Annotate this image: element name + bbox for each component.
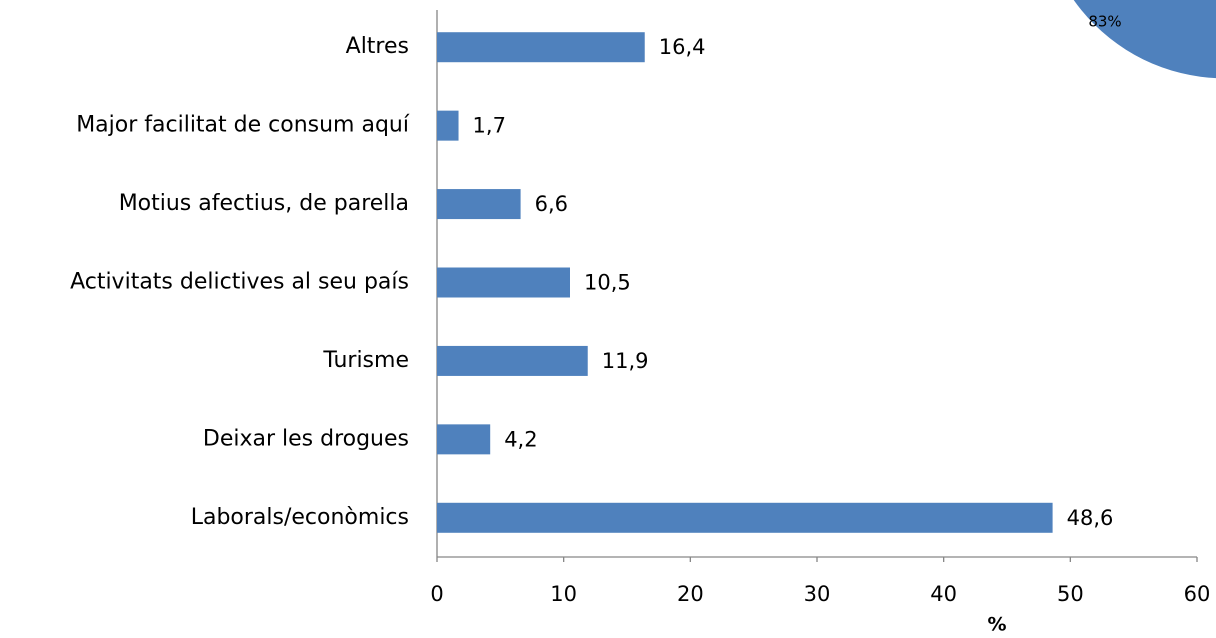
y-tick-label: Laborals/econòmics bbox=[191, 505, 409, 530]
x-axis-label: % bbox=[987, 614, 1006, 636]
data-label: 16,4 bbox=[659, 35, 706, 59]
data-label: 10,5 bbox=[584, 271, 631, 295]
x-tick-label: 10 bbox=[550, 582, 577, 606]
data-label: 11,9 bbox=[602, 349, 649, 373]
x-tick-label: 50 bbox=[1057, 582, 1084, 606]
x-tick-label: 0 bbox=[430, 582, 443, 606]
y-tick-label: Altres bbox=[346, 34, 409, 59]
x-tick-label: 40 bbox=[930, 582, 957, 606]
bar bbox=[437, 32, 645, 63]
x-tick-label: 60 bbox=[1184, 582, 1211, 606]
data-label: 48,6 bbox=[1067, 506, 1114, 530]
x-tick-label: 20 bbox=[677, 582, 704, 606]
y-tick-label: Major facilitat de consum aquí bbox=[76, 113, 410, 138]
bar bbox=[437, 189, 521, 220]
data-label: 4,2 bbox=[504, 427, 537, 451]
y-tick-label: Deixar les drogues bbox=[203, 426, 409, 451]
bar bbox=[437, 502, 1053, 533]
data-label: 6,6 bbox=[535, 192, 568, 216]
bar bbox=[437, 267, 570, 298]
bar bbox=[437, 424, 491, 455]
y-tick-label: Turisme bbox=[322, 348, 409, 373]
bar bbox=[437, 110, 459, 141]
x-tick-label: 30 bbox=[804, 582, 831, 606]
y-tick-label: Motius afectius, de parella bbox=[119, 191, 409, 216]
data-label: 1,7 bbox=[473, 114, 506, 138]
pie-label: 83% bbox=[1088, 13, 1121, 31]
y-tick-label: Activitats delictives al seu país bbox=[70, 270, 409, 295]
bar bbox=[437, 345, 588, 376]
pie-slice bbox=[1073, 0, 1216, 79]
